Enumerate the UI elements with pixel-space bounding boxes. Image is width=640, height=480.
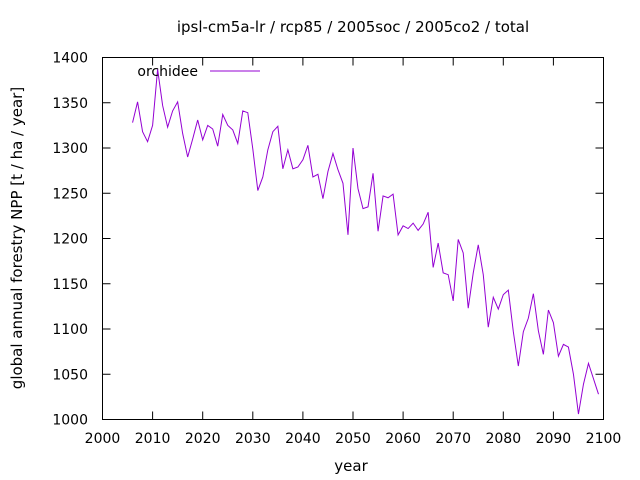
x-tick-label: 2040: [285, 431, 321, 447]
x-tick-label: 2100: [586, 431, 622, 447]
x-axis: 2000 2010 2020 2030 2040 2050 2060 2070 2080 2090…: [85, 57, 622, 447]
legend: orchidee: [137, 64, 260, 80]
series-line-orchidee: [132, 69, 599, 415]
y-tick-label: 1000: [52, 413, 88, 429]
y-tick-label: 1050: [52, 367, 88, 383]
y-tick-label: 1150: [52, 277, 88, 293]
x-tick-label: 2020: [185, 431, 221, 447]
y-tick-label: 1100: [52, 322, 88, 338]
x-tick-label: 2080: [485, 431, 521, 447]
y-tick-label: 1250: [52, 186, 88, 202]
y-tick-label: 1200: [52, 232, 88, 248]
x-tick-label: 2090: [536, 431, 572, 447]
x-tick-label: 2010: [135, 431, 171, 447]
y-tick-label: 1350: [52, 96, 88, 112]
x-tick-label: 2030: [235, 431, 271, 447]
y-tick-label: 1400: [52, 51, 88, 67]
plot-frame: [102, 57, 604, 420]
y-axis-label: global annual forestry NPP [t / ha / yea…: [8, 87, 26, 389]
y-axis: 1000 1050 1100 1150 1200 1250 1300 1350 1400: [52, 51, 604, 429]
legend-label-orchidee: orchidee: [137, 64, 198, 80]
x-tick-label: 2060: [385, 431, 421, 447]
x-tick-label: 2000: [85, 431, 121, 447]
chart-title: ipsl-cm5a-lr / rcp85 / 2005soc / 2005co2…: [177, 18, 529, 36]
x-tick-label: 2050: [335, 431, 371, 447]
y-tick-label: 1300: [52, 141, 88, 157]
x-tick-label: 2070: [435, 431, 471, 447]
x-axis-label: year: [334, 457, 368, 475]
series-group: [132, 69, 599, 415]
